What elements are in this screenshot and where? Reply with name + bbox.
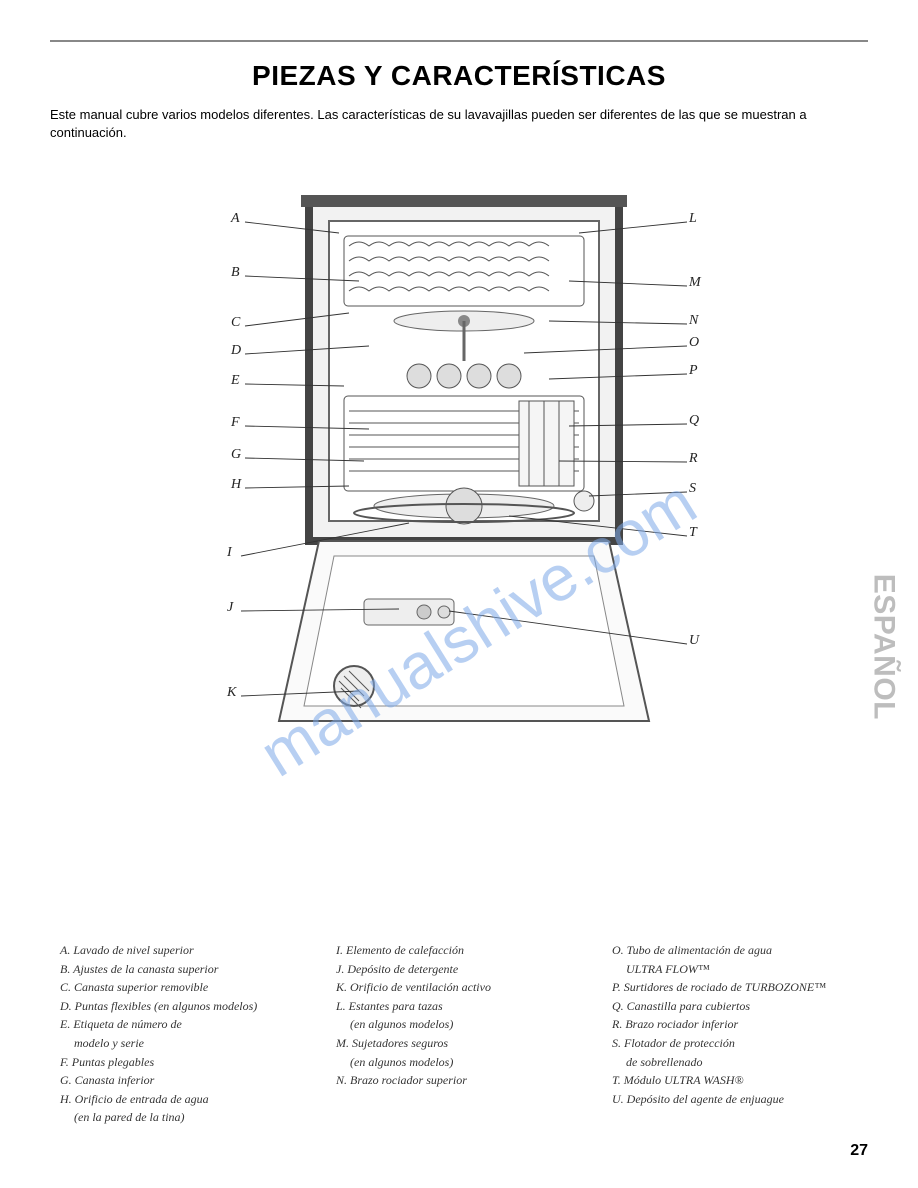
legend-item: R. Brazo rociador inferior [612, 1015, 858, 1034]
legend-item: C. Canasta superior removible [60, 978, 306, 997]
legend-col-2: I. Elemento de calefacciónJ. Depósito de… [336, 941, 582, 1127]
legend-item: G. Canasta inferior [60, 1071, 306, 1090]
callout-J: J [227, 600, 233, 616]
diagram-area: ABCDEFGHIJKLMNOPQRSTU manualshive.com [149, 161, 769, 781]
page-title: PIEZAS Y CARACTERÍSTICAS [50, 60, 868, 92]
callout-T: T [689, 525, 697, 541]
callout-C: C [231, 315, 240, 331]
callout-U: U [689, 633, 699, 649]
side-language-label: ESPAÑOL [866, 574, 900, 720]
legend-item: O. Tubo de alimentación de aguaULTRA FLO… [612, 941, 858, 978]
dishwasher-diagram [149, 161, 769, 781]
page-number: 27 [850, 1142, 868, 1160]
callout-D: D [231, 343, 241, 359]
page-container: PIEZAS Y CARACTERÍSTICAS Este manual cub… [0, 0, 918, 1188]
callout-S: S [689, 481, 696, 497]
legend-item: S. Flotador de protecciónde sobrellenado [612, 1034, 858, 1071]
callout-Q: Q [689, 413, 699, 429]
legend-item: U. Depósito del agente de enjuague [612, 1090, 858, 1109]
legend-item: A. Lavado de nivel superior [60, 941, 306, 960]
intro-line-2: continuación. [50, 125, 127, 140]
callout-G: G [231, 447, 241, 463]
legend-item: B. Ajustes de la canasta superior [60, 960, 306, 979]
callout-A: A [231, 211, 240, 227]
callout-B: B [231, 265, 240, 281]
legend-item: Q. Canastilla para cubiertos [612, 997, 858, 1016]
legend-item: E. Etiqueta de número demodelo y serie [60, 1015, 306, 1052]
legend-item: F. Puntas plegables [60, 1053, 306, 1072]
top-rule [50, 40, 868, 42]
legend-item: D. Puntas flexibles (en algunos modelos) [60, 997, 306, 1016]
callout-K: K [227, 685, 236, 701]
legend-col-1: A. Lavado de nivel superiorB. Ajustes de… [60, 941, 306, 1127]
callout-P: P [689, 363, 698, 379]
legend: A. Lavado de nivel superiorB. Ajustes de… [50, 941, 868, 1127]
intro-line-1: Este manual cubre varios modelos diferen… [50, 107, 807, 122]
callout-M: M [689, 275, 701, 291]
callout-N: N [689, 313, 698, 329]
callout-O: O [689, 335, 699, 351]
legend-item: J. Depósito de detergente [336, 960, 582, 979]
legend-item: T. Módulo ULTRA WASH® [612, 1071, 858, 1090]
callout-E: E [231, 373, 240, 389]
legend-item: H. Orificio de entrada de agua(en la par… [60, 1090, 306, 1127]
legend-item: I. Elemento de calefacción [336, 941, 582, 960]
legend-item: N. Brazo rociador superior [336, 1071, 582, 1090]
legend-item: K. Orificio de ventilación activo [336, 978, 582, 997]
legend-col-3: O. Tubo de alimentación de aguaULTRA FLO… [612, 941, 858, 1127]
intro-text: Este manual cubre varios modelos diferen… [50, 106, 868, 141]
callout-R: R [689, 451, 698, 467]
legend-item: L. Estantes para tazas(en algunos modelo… [336, 997, 582, 1034]
callout-I: I [227, 545, 232, 561]
callout-L: L [689, 211, 697, 227]
callout-H: H [231, 477, 241, 493]
callout-F: F [231, 415, 240, 431]
legend-item: P. Surtidores de rociado de TURBOZONE™ [612, 978, 858, 997]
legend-item: M. Sujetadores seguros(en algunos modelo… [336, 1034, 582, 1071]
